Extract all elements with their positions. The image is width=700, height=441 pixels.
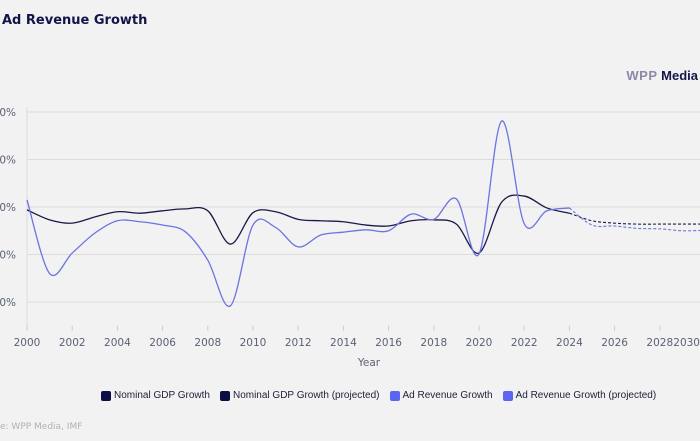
line-chart: 20% 10% 0% -10% -20% 2000 2002 2004 2006 2008 2010… [0, 107, 700, 369]
legend-swatch [389, 390, 400, 401]
legend-item-gdp-projected[interactable]: Nominal GDP Growth (projected) [219, 390, 380, 401]
y-tick-label: -20% [0, 297, 16, 309]
ad-revenue-growth-projected-line [569, 207, 700, 232]
x-tick-label: 2026 [601, 337, 628, 349]
y-tick-label: 0% [0, 202, 16, 214]
x-tick-label: 2020 [466, 337, 493, 349]
x-tick-label: 2022 [511, 337, 538, 349]
x-tick-label: 2028 [646, 337, 673, 349]
legend-item-gdp[interactable]: Nominal GDP Growth [101, 390, 210, 401]
y-tick-label: -10% [0, 250, 16, 262]
logo-part-1: WPP [626, 68, 658, 83]
legend-item-ad-revenue-projected[interactable]: Ad Revenue Growth (projected) [502, 390, 657, 401]
legend-label: Ad Revenue Growth [402, 390, 493, 401]
chart-title: Ad Revenue Growth [2, 13, 148, 28]
legend-swatch [502, 390, 513, 401]
x-tick-label: 2000 [14, 337, 41, 349]
x-axis-label: Year [357, 357, 381, 369]
legend: Nominal GDP Growth Nominal GDP Growth (p… [101, 390, 696, 401]
legend-label: Nominal GDP Growth (projected) [232, 390, 380, 401]
x-tick-label: 2008 [194, 337, 221, 349]
legend-label: Nominal GDP Growth [114, 390, 210, 401]
legend-swatch [101, 390, 111, 401]
x-tick-label: 2004 [104, 337, 131, 349]
x-tick-label: 2010 [240, 337, 267, 349]
x-tick-label: 2030 [673, 337, 700, 349]
ad-revenue-growth-line [26, 120, 570, 307]
x-tick-label: 2012 [285, 337, 312, 349]
x-tick-label: 2024 [556, 337, 583, 349]
y-tick-label: 20% [0, 107, 16, 119]
source-note: e: WPP Media, IMF [0, 422, 83, 432]
x-tick-label: 2006 [149, 337, 176, 349]
wpp-media-logo: WPP Media [626, 68, 698, 83]
logo-part-2: Media [661, 68, 698, 83]
legend-item-ad-revenue[interactable]: Ad Revenue Growth [389, 390, 493, 401]
legend-swatch [219, 390, 230, 401]
gdp-growth-projected-line [569, 212, 700, 225]
x-tick-label: 2014 [330, 337, 357, 349]
x-tick-label: 2016 [375, 337, 402, 349]
x-tick-label: 2018 [420, 337, 447, 349]
x-tick-label: 2002 [59, 337, 86, 349]
y-tick-label: 10% [0, 155, 16, 167]
legend-label: Ad Revenue Growth (projected) [515, 390, 657, 401]
